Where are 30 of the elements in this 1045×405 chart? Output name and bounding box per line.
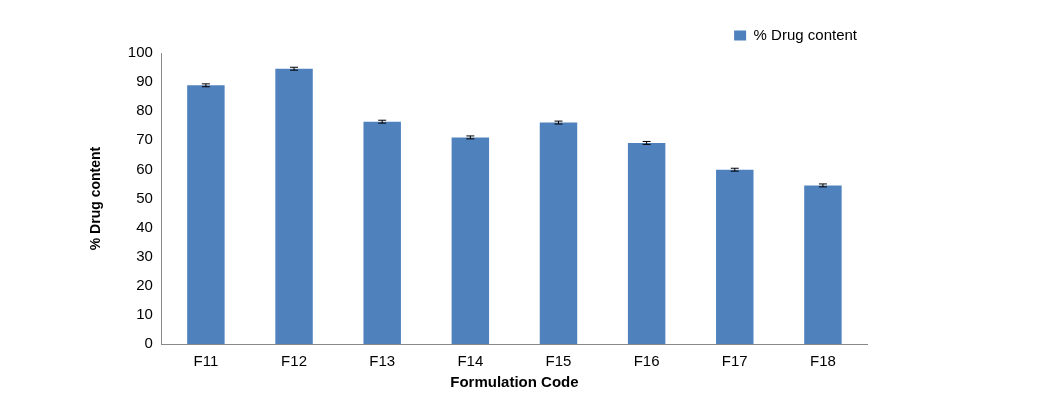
bar — [804, 185, 842, 344]
x-tick-label: F17 — [721, 352, 748, 370]
legend-label: % Drug content — [753, 25, 858, 43]
y-tick-label: 20 — [136, 275, 153, 293]
x-axis-title: Formulation Code — [450, 373, 579, 391]
y-tick-label: 30 — [136, 246, 153, 264]
y-axis-title: % Drug content — [87, 146, 104, 251]
bar — [716, 169, 754, 344]
y-tick-label: 60 — [136, 159, 153, 177]
x-tick-label: F18 — [810, 352, 836, 370]
x-tick-label: F11 — [193, 352, 219, 370]
y-tick-label: 70 — [136, 130, 153, 148]
bar — [363, 121, 401, 344]
y-tick-label: 40 — [136, 217, 153, 235]
x-tick-label: F14 — [457, 352, 484, 370]
x-tick-label: F15 — [545, 352, 572, 370]
bar — [627, 142, 666, 344]
x-tick-label: F12 — [281, 352, 307, 370]
y-tick-label: 0 — [144, 334, 153, 352]
y-tick-label: 90 — [136, 72, 153, 90]
bar — [275, 68, 313, 344]
bar — [451, 137, 490, 344]
x-tick-label: F13 — [369, 352, 396, 370]
bar — [539, 122, 578, 344]
bar — [187, 85, 225, 344]
y-tick-label: 100 — [127, 43, 153, 61]
x-tick-label: F16 — [633, 352, 660, 370]
y-tick-label: 50 — [136, 188, 153, 206]
y-tick-label: 80 — [136, 101, 153, 119]
y-tick-label: 10 — [136, 305, 153, 323]
